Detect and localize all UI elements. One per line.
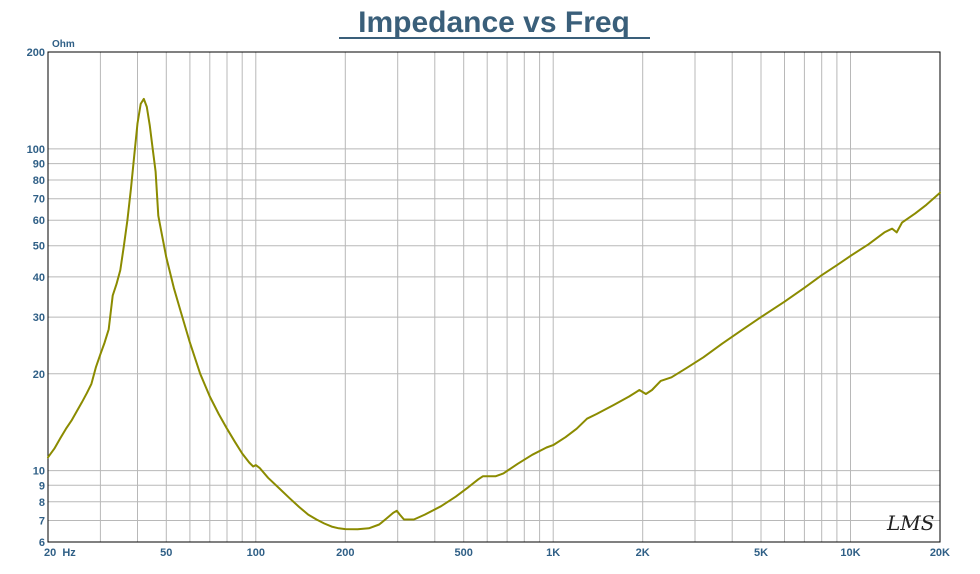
y-tick-label: 80 (33, 175, 45, 187)
y-tick-label: 8 (39, 497, 45, 509)
y-tick-label: 9 (39, 480, 45, 492)
series-layer (47, 97, 941, 531)
x-tick-label: 500 (455, 547, 473, 559)
y-tick-label: 20 (33, 369, 45, 381)
x-tick-label: 10K (840, 547, 860, 559)
y-tick-label: 6 (39, 537, 45, 549)
chart-title: Impedance vs Freq (358, 6, 630, 39)
y-tick-label: 50 (33, 241, 45, 253)
y-tick-label: 90 (33, 159, 45, 171)
y-tick-label: 60 (33, 215, 45, 227)
y-tick-label: 70 (33, 194, 45, 206)
x-tick-label: 1K (546, 547, 560, 559)
x-tick-label: 2K (636, 547, 650, 559)
y-tick-label: 30 (33, 312, 45, 324)
y-tick-label: 100 (27, 144, 45, 156)
impedance-series-line (47, 97, 941, 531)
x-tick-label: 200 (336, 547, 354, 559)
x-tick-label: 50 (160, 547, 172, 559)
y-tick-label: 7 (39, 516, 45, 528)
lms-watermark-text: LMS (886, 511, 934, 535)
y-tick-label: 200 (27, 47, 45, 59)
x-axis-ticks: 20 Hz 50 100 200 500 1K 2K 5K 10K 20K (44, 547, 950, 559)
y-tick-label: 10 (33, 466, 45, 478)
plot-frame (47, 51, 941, 543)
lms-logo: LMS (886, 511, 934, 535)
y-axis-label: Ohm (52, 39, 75, 50)
y-tick-label: 40 (33, 272, 45, 284)
x-tick-label: 100 (247, 547, 265, 559)
x-tick-label: 20 Hz (44, 547, 76, 559)
grid-lines (48, 52, 940, 542)
y-axis-ticks: 6 7 8 9 10 20 30 40 50 60 70 80 90 100 200 (27, 47, 45, 549)
x-tick-label: 20K (930, 547, 950, 559)
x-tick-label: 5K (754, 547, 768, 559)
